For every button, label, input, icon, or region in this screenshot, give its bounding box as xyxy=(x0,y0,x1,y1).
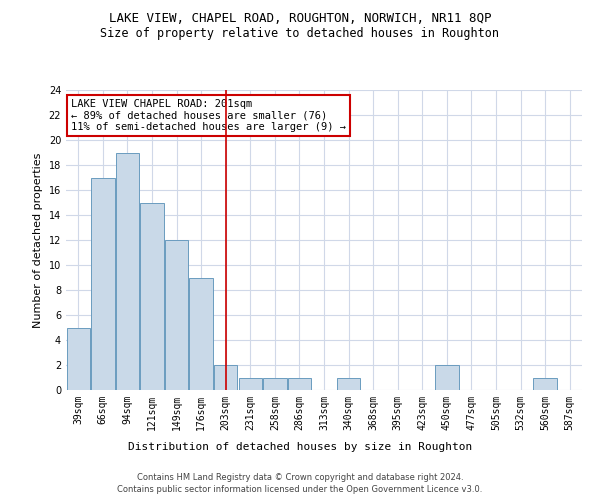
Y-axis label: Number of detached properties: Number of detached properties xyxy=(33,152,43,328)
Text: Contains public sector information licensed under the Open Government Licence v3: Contains public sector information licen… xyxy=(118,485,482,494)
Bar xyxy=(190,278,213,390)
Text: Size of property relative to detached houses in Roughton: Size of property relative to detached ho… xyxy=(101,28,499,40)
Bar xyxy=(165,240,188,390)
Text: LAKE VIEW CHAPEL ROAD: 201sqm
← 89% of detached houses are smaller (76)
11% of s: LAKE VIEW CHAPEL ROAD: 201sqm ← 89% of d… xyxy=(71,99,346,132)
Text: LAKE VIEW, CHAPEL ROAD, ROUGHTON, NORWICH, NR11 8QP: LAKE VIEW, CHAPEL ROAD, ROUGHTON, NORWIC… xyxy=(109,12,491,26)
Bar xyxy=(288,378,311,390)
Bar xyxy=(263,378,287,390)
Bar xyxy=(91,178,115,390)
Bar xyxy=(116,152,139,390)
Bar xyxy=(337,378,360,390)
Bar xyxy=(67,328,90,390)
Bar xyxy=(533,378,557,390)
Bar xyxy=(214,365,238,390)
Bar xyxy=(239,378,262,390)
Bar xyxy=(140,202,164,390)
Text: Distribution of detached houses by size in Roughton: Distribution of detached houses by size … xyxy=(128,442,472,452)
Bar xyxy=(435,365,458,390)
Text: Contains HM Land Registry data © Crown copyright and database right 2024.: Contains HM Land Registry data © Crown c… xyxy=(137,472,463,482)
